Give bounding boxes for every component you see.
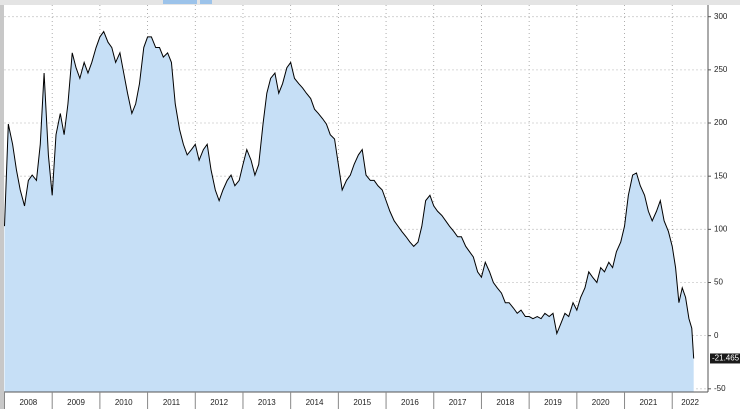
y-tick-label: 0 — [714, 331, 719, 340]
x-tick-label: 2015 — [353, 398, 371, 407]
y-tick-label: -50 — [714, 384, 726, 393]
x-tick-label: 2018 — [496, 398, 514, 407]
last-value-box — [710, 353, 740, 364]
y-tick-label: 200 — [714, 118, 728, 127]
x-tick-label: 2019 — [544, 398, 562, 407]
x-tick-label: 2021 — [639, 398, 657, 407]
y-tick-label: 250 — [714, 65, 728, 74]
x-tick-label: 2020 — [592, 398, 610, 407]
toolbar-strip — [0, 0, 740, 5]
toolbar-button[interactable] — [200, 0, 212, 4]
area-fill — [4, 31, 694, 393]
toolbar-button[interactable] — [163, 0, 197, 4]
y-tick-label: 300 — [714, 12, 728, 21]
x-tick-label: 2013 — [258, 398, 276, 407]
x-tick-label: 2017 — [449, 398, 467, 407]
x-tick-label: 2008 — [19, 398, 37, 407]
x-tick-label: 2009 — [67, 398, 85, 407]
y-tick-label: 100 — [714, 224, 728, 233]
left-edge — [0, 5, 4, 409]
x-tick-label: 2022 — [681, 398, 699, 407]
line — [4, 30, 695, 359]
x-tick-label: 2014 — [306, 398, 324, 407]
y-tick-label: 150 — [714, 171, 728, 180]
y-tick-label: 50 — [714, 278, 723, 287]
x-tick-label: 2011 — [163, 398, 181, 407]
x-tick-label: 2016 — [401, 398, 419, 407]
axes: -50 0 50 100 150 200 250 300 2008 2009 2010 2011 201… — [4, 12, 740, 409]
last-value-label: -21.465 — [712, 354, 740, 363]
x-tick-label: 2012 — [210, 398, 228, 407]
x-tick-label: 2010 — [115, 398, 133, 407]
series — [4, 30, 695, 393]
